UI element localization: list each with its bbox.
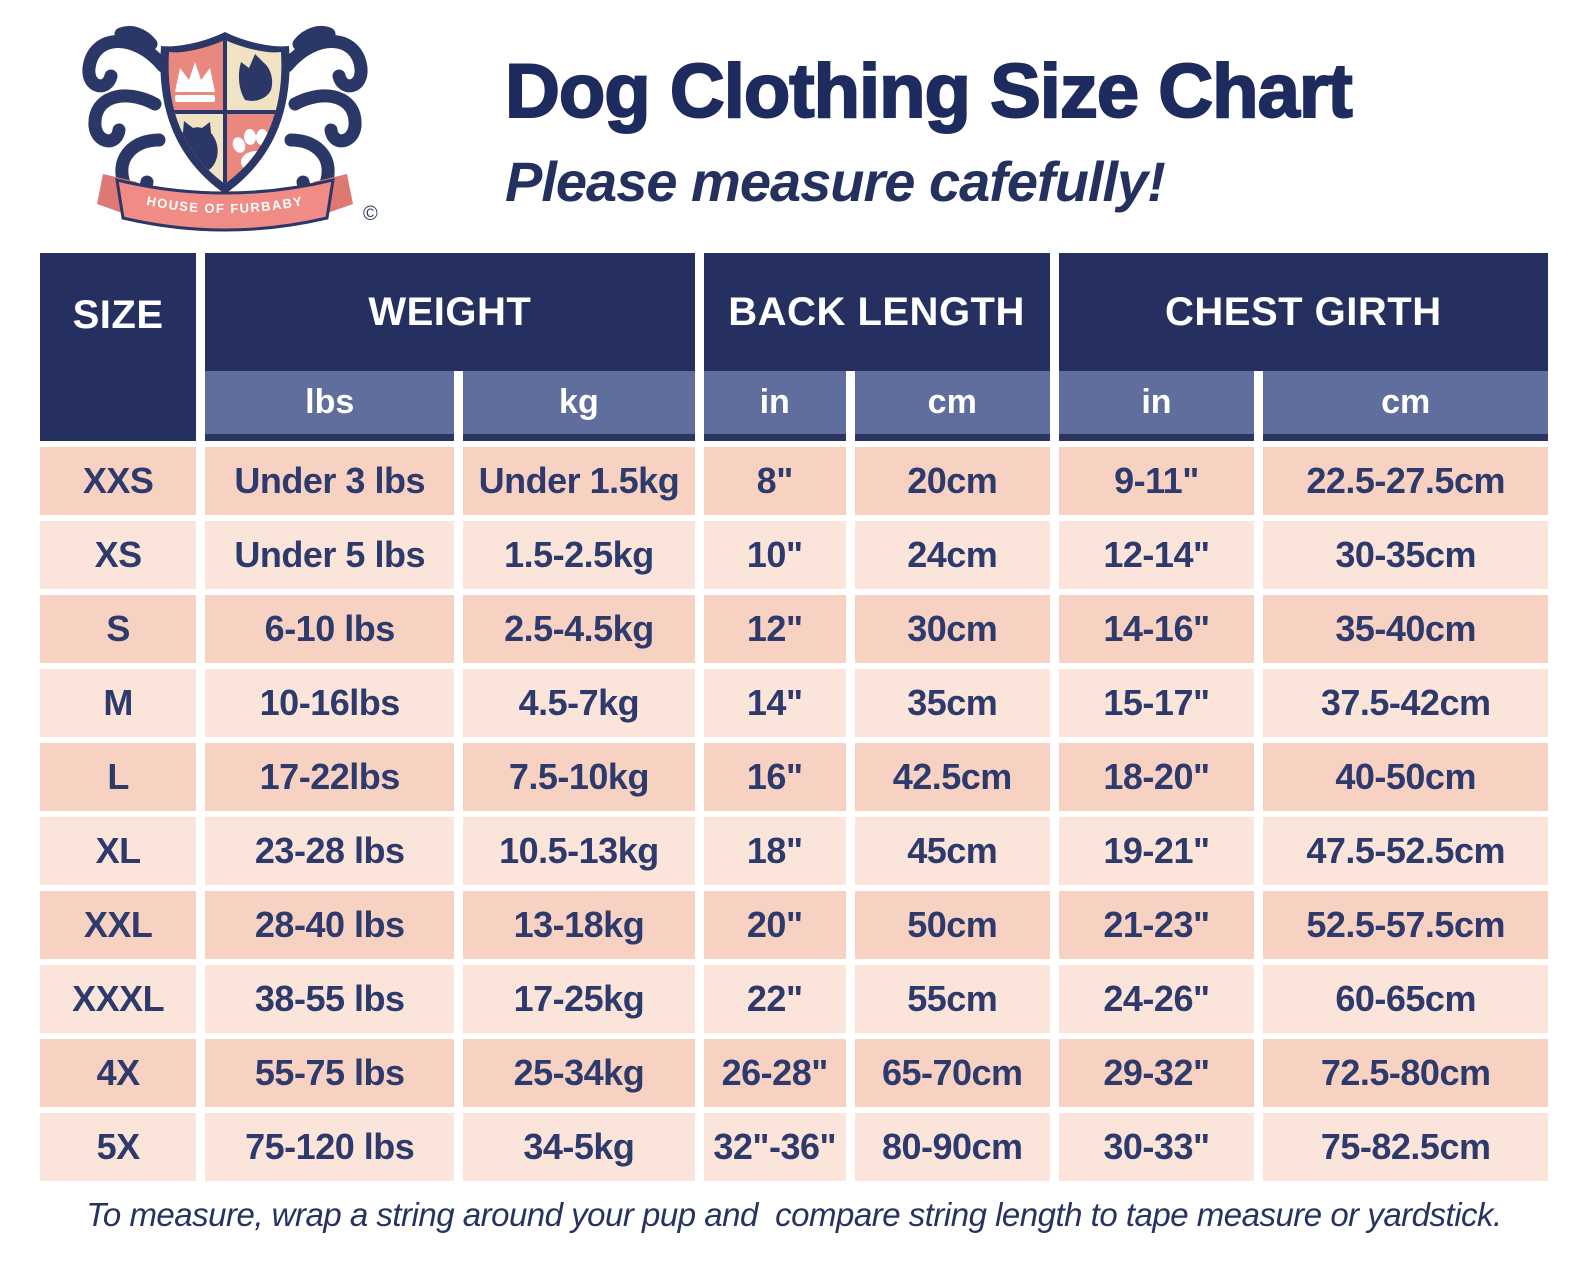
cell-l-size: L [40, 743, 197, 811]
header-block: Dog Clothing Size Chart Please measure c… [504, 48, 1354, 214]
cell-m-weight-lbs: 10-16lbs [205, 669, 455, 737]
cell-4x-back-in: 26-28" [703, 1039, 846, 1107]
col-header-size: SIZE [40, 253, 197, 441]
cell-m-weight-kg: 4.5-7kg [463, 669, 695, 737]
cell-xxs-back-in: 8" [703, 447, 846, 515]
flourish-left [82, 25, 170, 198]
cell-xs-chest-in: 12-14" [1058, 521, 1255, 589]
subcol-back-in: in [703, 371, 846, 441]
cell-m-size: M [40, 669, 197, 737]
cell-xl-weight-kg: 10.5-13kg [463, 817, 695, 885]
flourish-right [280, 25, 368, 198]
cell-l-chest-cm: 40-50cm [1263, 743, 1548, 811]
cell-xl-weight-lbs: 23-28 lbs [205, 817, 455, 885]
cell-xl-back-in: 18" [703, 817, 846, 885]
cell-xl-back-cm: 45cm [854, 817, 1050, 885]
crown-icon [175, 62, 215, 102]
cell-xxl-back-cm: 50cm [854, 891, 1050, 959]
cell-l-weight-lbs: 17-22lbs [205, 743, 455, 811]
cell-xxxl-chest-in: 24-26" [1058, 965, 1255, 1033]
cell-4x-weight-kg: 25-34kg [463, 1039, 695, 1107]
copyright-mark: © [363, 203, 378, 225]
cell-4x-chest-in: 29-32" [1058, 1039, 1255, 1107]
cell-5x-back-cm: 80-90cm [854, 1113, 1050, 1181]
cell-s-chest-cm: 35-40cm [1263, 595, 1548, 663]
cell-xs-weight-lbs: Under 5 lbs [205, 521, 455, 589]
cell-l-weight-kg: 7.5-10kg [463, 743, 695, 811]
house-of-furbaby-logo: HOUSE OF FURBABY © [82, 25, 378, 232]
cell-xs-back-cm: 24cm [854, 521, 1050, 589]
page-title: Dog Clothing Size Chart [504, 48, 1354, 135]
cell-5x-chest-in: 30-33" [1058, 1113, 1255, 1181]
cell-xxs-back-cm: 20cm [854, 447, 1050, 515]
cell-xl-chest-cm: 47.5-52.5cm [1263, 817, 1548, 885]
cell-xxxl-weight-kg: 17-25kg [463, 965, 695, 1033]
cell-l-back-cm: 42.5cm [854, 743, 1050, 811]
cell-5x-size: 5X [40, 1113, 197, 1181]
cell-s-back-in: 12" [703, 595, 846, 663]
cell-xxl-weight-kg: 13-18kg [463, 891, 695, 959]
cell-xl-chest-in: 19-21" [1058, 817, 1255, 885]
cell-s-chest-in: 14-16" [1058, 595, 1255, 663]
cell-xxxl-back-cm: 55cm [854, 965, 1050, 1033]
cell-s-weight-lbs: 6-10 lbs [205, 595, 455, 663]
col-group-chest-girth: CHEST GIRTH [1058, 253, 1548, 371]
cell-xs-weight-kg: 1.5-2.5kg [463, 521, 695, 589]
col-group-weight: WEIGHT [205, 253, 695, 371]
cell-xxl-weight-lbs: 28-40 lbs [205, 891, 455, 959]
cell-xxl-size: XXL [40, 891, 197, 959]
cell-5x-back-in: 32"-36" [703, 1113, 846, 1181]
cell-m-back-cm: 35cm [854, 669, 1050, 737]
cell-m-chest-cm: 37.5-42cm [1263, 669, 1548, 737]
cell-5x-chest-cm: 75-82.5cm [1263, 1113, 1548, 1181]
cell-xl-size: XL [40, 817, 197, 885]
cell-l-back-in: 16" [703, 743, 846, 811]
size-chart-table: SIZE WEIGHT BACK LENGTH CHEST GIRTH lbs … [40, 253, 1548, 1181]
cell-5x-weight-lbs: 75-120 lbs [205, 1113, 455, 1181]
col-group-back-length: BACK LENGTH [703, 253, 1050, 371]
banner-ribbon: HOUSE OF FURBABY [97, 174, 353, 232]
cell-xxs-size: XXS [40, 447, 197, 515]
subcol-chest-in: in [1058, 371, 1255, 441]
cell-xxs-weight-kg: Under 1.5kg [463, 447, 695, 515]
measuring-note: To measure, wrap a string around your pu… [86, 1196, 1502, 1233]
cell-s-back-cm: 30cm [854, 595, 1050, 663]
cell-l-chest-in: 18-20" [1058, 743, 1255, 811]
subcol-chest-cm: cm [1263, 371, 1548, 441]
cell-xxl-back-in: 20" [703, 891, 846, 959]
cell-m-back-in: 14" [703, 669, 846, 737]
cell-xxs-chest-cm: 22.5-27.5cm [1263, 447, 1548, 515]
cell-xxl-chest-cm: 52.5-57.5cm [1263, 891, 1548, 959]
cell-xxl-chest-in: 21-23" [1058, 891, 1255, 959]
cell-xs-back-in: 10" [703, 521, 846, 589]
cell-4x-weight-lbs: 55-75 lbs [205, 1039, 455, 1107]
cell-xxs-weight-lbs: Under 3 lbs [205, 447, 455, 515]
cell-4x-size: 4X [40, 1039, 197, 1107]
subcol-back-cm: cm [854, 371, 1050, 441]
dog-icon [238, 54, 273, 101]
cell-4x-back-cm: 65-70cm [854, 1039, 1050, 1107]
cell-xxxl-size: XXXL [40, 965, 197, 1033]
cell-4x-chest-cm: 72.5-80cm [1263, 1039, 1548, 1107]
cell-xxxl-weight-lbs: 38-55 lbs [205, 965, 455, 1033]
cell-xxs-chest-in: 9-11" [1058, 447, 1255, 515]
cell-xs-size: XS [40, 521, 197, 589]
subcol-weight-kg: kg [463, 371, 695, 441]
cell-m-chest-in: 15-17" [1058, 669, 1255, 737]
cell-xxxl-chest-cm: 60-65cm [1263, 965, 1548, 1033]
cell-xxxl-back-in: 22" [703, 965, 846, 1033]
subcol-weight-lbs: lbs [205, 371, 455, 441]
cell-xs-chest-cm: 30-35cm [1263, 521, 1548, 589]
cell-5x-weight-kg: 34-5kg [463, 1113, 695, 1181]
cell-s-weight-kg: 2.5-4.5kg [463, 595, 695, 663]
page-subtitle: Please measure cafefully! [505, 150, 1166, 213]
cell-s-size: S [40, 595, 197, 663]
